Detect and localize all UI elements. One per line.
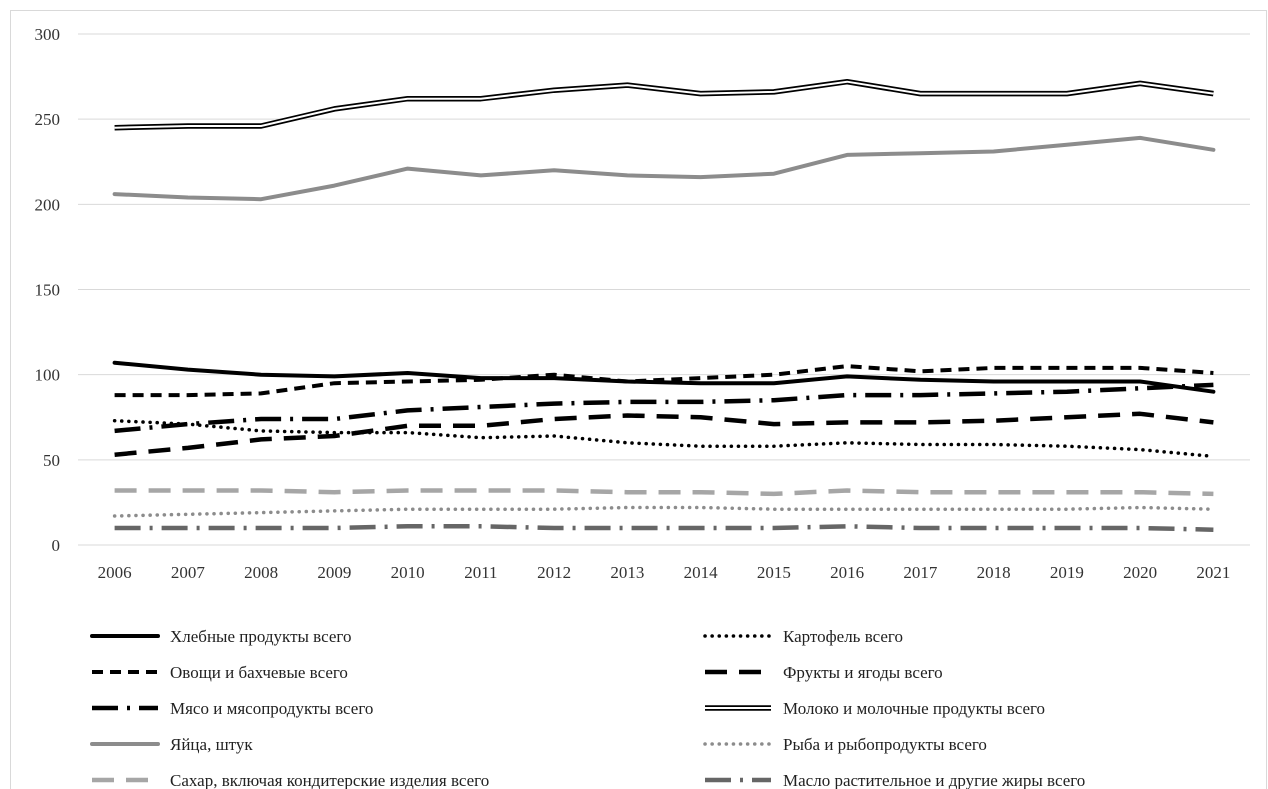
legend-item: Молоко и молочные продукты всего (705, 699, 1045, 718)
legend-label: Хлебные продукты всего (170, 627, 351, 646)
x-tick-label: 2008 (244, 563, 278, 582)
series-line (114, 411, 1214, 457)
legend-item: Мясо и мясопродукты всего (92, 699, 373, 718)
x-tick-label: 2021 (1196, 563, 1230, 582)
x-tick-label: 2007 (171, 563, 206, 582)
x-tick-label: 2011 (464, 563, 497, 582)
x-tick-label: 2010 (391, 563, 425, 582)
y-tick-label: 0 (52, 536, 61, 555)
legend-label: Сахар, включая кондитерские изделия всег… (170, 771, 489, 789)
series-8 (114, 488, 1214, 497)
x-tick-label: 2018 (977, 563, 1011, 582)
series-2 (114, 364, 1214, 398)
y-tick-label: 150 (35, 281, 61, 300)
series-4 (114, 382, 1214, 434)
series-line (114, 382, 1214, 434)
legend-item: Картофель всего (703, 627, 903, 646)
series-line (114, 488, 1214, 497)
series-line (112, 360, 1216, 394)
series-6 (112, 135, 1216, 202)
series-1 (112, 418, 1216, 459)
y-tick-label: 300 (35, 25, 61, 44)
series-line (112, 505, 1216, 518)
series-9 (114, 524, 1214, 532)
y-tick-label: 250 (35, 110, 61, 129)
series-line (112, 418, 1216, 459)
x-tick-label: 2020 (1123, 563, 1157, 582)
legend-item: Хлебные продукты всего (90, 627, 351, 646)
x-tick-label: 2009 (317, 563, 351, 582)
series-5 (114, 78, 1214, 131)
y-tick-label: 50 (43, 451, 60, 470)
legend-label: Овощи и бахчевые всего (170, 663, 348, 682)
series-line (114, 524, 1214, 532)
series-3 (114, 411, 1214, 457)
series-lines (112, 78, 1216, 532)
legend-item: Сахар, включая кондитерские изделия всег… (92, 771, 489, 789)
legend-label: Картофель всего (783, 627, 903, 646)
legend-label: Фрукты и ягоды всего (783, 663, 943, 682)
legend-label: Яйца, штук (170, 735, 253, 754)
y-tick-label: 200 (35, 195, 61, 214)
x-tick-label: 2014 (684, 563, 719, 582)
legend-item: Фрукты и ягоды всего (705, 663, 943, 682)
y-tick-label: 100 (35, 366, 61, 385)
x-tick-label: 2013 (610, 563, 644, 582)
legend-label: Масло растительное и другие жиры всего (783, 771, 1085, 789)
legend-item: Масло растительное и другие жиры всего (705, 771, 1085, 789)
legend-item: Яйца, штук (90, 735, 253, 754)
legend-label: Мясо и мясопродукты всего (170, 699, 373, 718)
x-tick-label: 2015 (757, 563, 791, 582)
legend-item: Рыба и рыбопродукты всего (703, 735, 987, 754)
legend-label: Молоко и молочные продукты всего (783, 699, 1045, 718)
series-0 (112, 360, 1216, 394)
legend-item: Овощи и бахчевые всего (92, 663, 348, 682)
x-tick-label: 2012 (537, 563, 571, 582)
x-axis-ticks: 2006 2007 2008 2009 2010 2011 2012 2013 2014 2015… (98, 563, 1231, 582)
x-tick-label: 2016 (830, 563, 864, 582)
x-tick-label: 2019 (1050, 563, 1084, 582)
series-line (112, 135, 1216, 202)
series-line-inner (114, 80, 1214, 129)
legend: Хлебные продукты всего Картофель всего Ово… (90, 627, 1085, 789)
y-axis-ticks: 0 50 100 150 200 250 300 (35, 25, 61, 555)
gridlines (78, 33, 1250, 546)
series-line (114, 364, 1214, 398)
legend-label: Рыба и рыбопродукты всего (783, 735, 987, 754)
chart-frame (10, 10, 1267, 789)
x-tick-label: 2017 (903, 563, 938, 582)
series-7 (112, 505, 1216, 518)
x-tick-label: 2006 (98, 563, 132, 582)
